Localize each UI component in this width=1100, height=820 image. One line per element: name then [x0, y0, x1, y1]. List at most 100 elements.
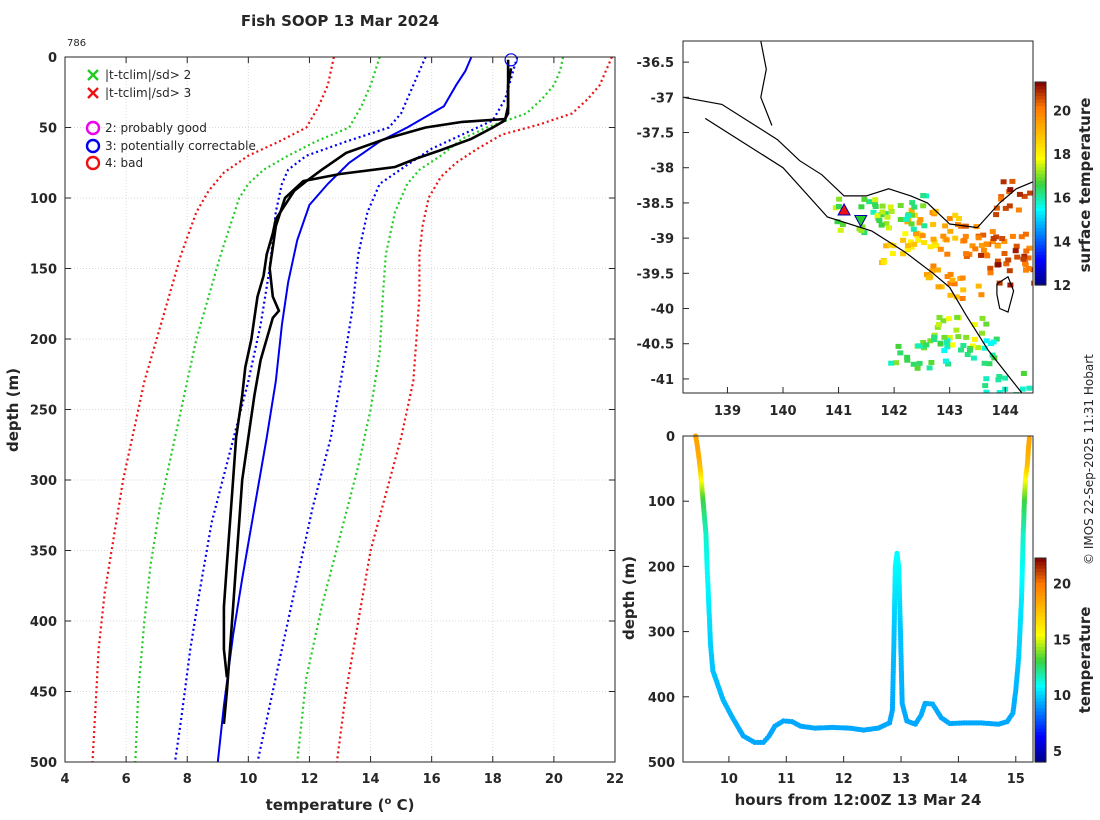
sst-pixel [832, 205, 839, 211]
sst-pixel [1025, 266, 1032, 271]
track-ytick-label: 400 [648, 691, 675, 706]
sst-pixel [1022, 262, 1029, 268]
sst-pixel [934, 267, 941, 273]
coastline [683, 96, 1033, 229]
sst-pixel [908, 239, 914, 245]
sst-pixel [989, 239, 996, 245]
sst-pixel [876, 218, 883, 224]
sst-pixel [929, 268, 935, 274]
track-colorbar-segment [1035, 714, 1046, 719]
sst-pixel [955, 334, 962, 340]
sst-pixel [1006, 268, 1013, 274]
sst-pixel [893, 360, 900, 366]
sst-pixel [975, 235, 982, 241]
sst-pixel [998, 196, 1005, 202]
track-panel: 10 11 12 13 14 15 0 100 200 300 400 500 5 10 15 20 [648, 430, 1071, 787]
map-colorbar-segment [1035, 132, 1046, 137]
sst-pixel [887, 242, 894, 248]
sst-pixel [953, 327, 960, 333]
legend-x-marker [87, 87, 99, 99]
profile-xtick-label: 22 [606, 772, 624, 787]
map-colorbar-segment [1035, 224, 1046, 229]
track-colorbar-segment [1035, 755, 1046, 760]
sst-pixel [988, 399, 994, 404]
track-colorbar-segment [1035, 615, 1046, 620]
sst-pixel [994, 243, 1001, 249]
map-colorbar-segment [1035, 234, 1046, 239]
track-colorbar-segment [1035, 690, 1046, 695]
sst-pixel [859, 224, 866, 230]
sst-pixel [930, 263, 937, 269]
sst-pixel [909, 200, 916, 206]
profile-series-clim-1sd [173, 56, 427, 763]
sst-pixel [940, 233, 947, 239]
sst-pixel [1021, 394, 1027, 399]
track-colorbar-segment [1035, 748, 1046, 753]
track-colorbar-segment [1035, 561, 1046, 566]
legend-label: |t-tclim|/sd> 2 [105, 68, 191, 82]
sst-pixel [927, 274, 934, 280]
sst-pixel [937, 341, 944, 347]
sst-pixel [879, 209, 886, 215]
map-colorbar-segment [1035, 264, 1046, 269]
sst-pixel [916, 220, 923, 226]
map-colorbar-segment [1035, 207, 1046, 212]
track-colorbar-segment [1035, 758, 1046, 763]
sst-pixel [1035, 373, 1041, 378]
map-colorbar-segment [1035, 122, 1046, 127]
sst-pixel [1007, 282, 1014, 288]
sst-pixel [1038, 384, 1044, 389]
track-xtick-label: 12 [835, 772, 853, 787]
sst-pixel [972, 246, 979, 252]
sst-pixel [962, 233, 969, 239]
legend-label: |t-tclim|/sd> 3 [105, 86, 191, 100]
map-colorbar-segment [1035, 85, 1046, 90]
profile-xtick-label: 16 [423, 772, 441, 787]
sst-pixel [882, 211, 889, 217]
sst-pixel [944, 344, 951, 350]
map-colorbar-segment [1035, 261, 1046, 266]
map-colorbar-segment [1035, 146, 1046, 151]
sst-pixel [1003, 261, 1010, 267]
track-colorbar-segment [1035, 643, 1046, 647]
sst-pixel [949, 342, 956, 348]
map-marker-triangle-down [853, 215, 868, 228]
sst-pixel [902, 231, 909, 237]
map-colorbar-segment [1035, 180, 1046, 185]
sst-pixel [952, 235, 959, 241]
track-colorbar-segment [1035, 741, 1046, 746]
sst-pixel [910, 226, 917, 232]
sst-pixel [956, 216, 962, 221]
sst-pixel [946, 335, 953, 340]
sst-pixel [1026, 385, 1033, 391]
sst-pixel [858, 228, 865, 233]
map-colorbar-segment [1035, 237, 1046, 242]
profile-xtick-label: 12 [300, 772, 318, 787]
sst-pixel [934, 324, 941, 330]
legend-circle-marker [85, 138, 101, 154]
track-colorbar-segment [1035, 653, 1046, 658]
sst-pixel [920, 203, 927, 209]
sst-pixel [900, 237, 907, 243]
sst-pixel [923, 342, 930, 348]
profile-ytick-label: 150 [30, 263, 57, 278]
map-colorbar-segment [1035, 274, 1046, 279]
sst-pixel [1009, 178, 1016, 184]
sst-pixel [897, 350, 904, 356]
sst-pixel [943, 237, 950, 243]
sst-pixel [980, 247, 987, 253]
profile-ytick-label: 400 [30, 615, 57, 630]
track-colorbar-segment [1035, 646, 1046, 651]
sst-pixel [973, 224, 980, 230]
map-colorbar-segment [1035, 254, 1046, 259]
map-colorbar-tick: 20 [1053, 104, 1071, 119]
map-colorbar-segment [1035, 220, 1046, 225]
track-colorbar-segment [1035, 663, 1046, 668]
sst-pixel [911, 241, 918, 247]
map-colorbar-segment [1035, 102, 1046, 107]
sst-pixel [884, 214, 891, 220]
sst-pixel [908, 207, 915, 213]
track-colorbar-segment [1035, 694, 1046, 698]
sst-pixel [979, 315, 986, 321]
sst-pixel [978, 252, 984, 258]
